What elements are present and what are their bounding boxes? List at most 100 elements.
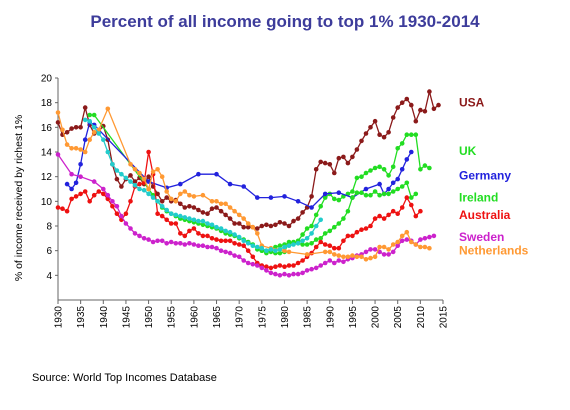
data-point bbox=[191, 242, 197, 247]
data-point bbox=[322, 249, 328, 255]
legend-label: Australia bbox=[459, 208, 511, 222]
data-point bbox=[413, 191, 419, 197]
data-point bbox=[101, 137, 106, 142]
x-tick-label: 1935 bbox=[76, 306, 87, 329]
legend-label: Netherlands bbox=[459, 244, 529, 258]
data-point bbox=[200, 210, 206, 215]
data-point bbox=[427, 89, 432, 94]
data-point bbox=[295, 260, 301, 266]
data-point bbox=[409, 149, 414, 155]
data-point bbox=[286, 249, 292, 255]
data-point bbox=[164, 189, 169, 194]
data-point bbox=[227, 181, 233, 187]
data-point bbox=[209, 244, 215, 250]
data-point bbox=[82, 149, 88, 155]
series-line bbox=[57, 107, 430, 260]
data-point bbox=[418, 107, 423, 113]
data-point bbox=[82, 189, 88, 194]
data-point bbox=[359, 190, 364, 195]
data-point bbox=[200, 243, 206, 248]
x-tick-label: 1985 bbox=[303, 306, 314, 329]
y-tick-label: 4 bbox=[46, 271, 52, 282]
data-point bbox=[114, 211, 120, 216]
data-point bbox=[409, 202, 414, 208]
data-point bbox=[78, 162, 83, 167]
data-point bbox=[295, 216, 301, 221]
data-point bbox=[141, 176, 147, 182]
data-point bbox=[110, 162, 115, 167]
data-point bbox=[223, 212, 228, 218]
data-point bbox=[132, 183, 138, 188]
data-point bbox=[386, 173, 391, 178]
data-point bbox=[332, 252, 337, 257]
data-point bbox=[200, 222, 206, 228]
data-point bbox=[69, 186, 74, 192]
data-point bbox=[82, 137, 88, 142]
data-point bbox=[336, 190, 342, 195]
data-point bbox=[273, 271, 278, 277]
data-point bbox=[368, 247, 373, 252]
data-point bbox=[173, 221, 179, 226]
data-point bbox=[318, 239, 324, 245]
data-point bbox=[159, 199, 165, 204]
data-point bbox=[73, 194, 79, 199]
data-point bbox=[227, 250, 233, 256]
data-point bbox=[300, 210, 305, 215]
data-point bbox=[413, 213, 419, 219]
data-point bbox=[309, 223, 314, 229]
data-point bbox=[322, 242, 328, 247]
data-point bbox=[322, 160, 328, 166]
data-point bbox=[91, 125, 97, 130]
data-point bbox=[295, 199, 301, 204]
data-point bbox=[395, 176, 401, 182]
data-point bbox=[123, 175, 129, 181]
data-point bbox=[336, 245, 342, 251]
data-point bbox=[291, 263, 296, 268]
data-point bbox=[178, 181, 183, 187]
data-point bbox=[386, 252, 391, 257]
data-point bbox=[368, 223, 373, 229]
data-point bbox=[354, 190, 360, 195]
data-point bbox=[268, 265, 274, 271]
x-tick-label: 1965 bbox=[212, 306, 223, 329]
data-point bbox=[254, 231, 260, 236]
data-point bbox=[137, 170, 142, 176]
data-point bbox=[218, 226, 224, 231]
series-unlabeled-7 bbox=[82, 117, 324, 253]
data-point bbox=[87, 118, 92, 124]
data-point bbox=[404, 96, 410, 102]
legend-label: USA bbox=[459, 96, 485, 110]
x-tick-label: 1975 bbox=[257, 306, 268, 329]
data-point bbox=[277, 220, 283, 225]
data-point bbox=[91, 112, 97, 118]
data-point bbox=[404, 180, 410, 186]
data-point bbox=[354, 254, 360, 260]
data-point bbox=[268, 195, 274, 200]
data-point bbox=[286, 243, 292, 248]
data-point bbox=[241, 216, 246, 221]
data-point bbox=[259, 265, 265, 271]
data-point bbox=[413, 132, 419, 137]
data-point bbox=[368, 192, 373, 198]
data-point bbox=[209, 222, 215, 228]
data-point bbox=[295, 271, 301, 277]
data-point bbox=[409, 239, 414, 245]
data-point bbox=[350, 154, 355, 160]
data-point bbox=[191, 217, 197, 223]
data-point bbox=[322, 260, 328, 266]
data-point bbox=[250, 261, 256, 267]
data-point bbox=[381, 216, 387, 221]
data-point bbox=[82, 117, 88, 123]
data-point bbox=[128, 179, 133, 184]
data-point bbox=[350, 253, 355, 258]
data-point bbox=[282, 271, 287, 277]
data-point bbox=[377, 132, 382, 137]
data-point bbox=[245, 241, 251, 246]
data-point bbox=[300, 242, 305, 247]
data-point bbox=[182, 233, 188, 239]
data-point bbox=[110, 204, 115, 209]
data-point bbox=[187, 228, 192, 234]
data-point bbox=[200, 192, 206, 198]
data-point bbox=[164, 217, 169, 223]
data-point bbox=[119, 184, 124, 189]
